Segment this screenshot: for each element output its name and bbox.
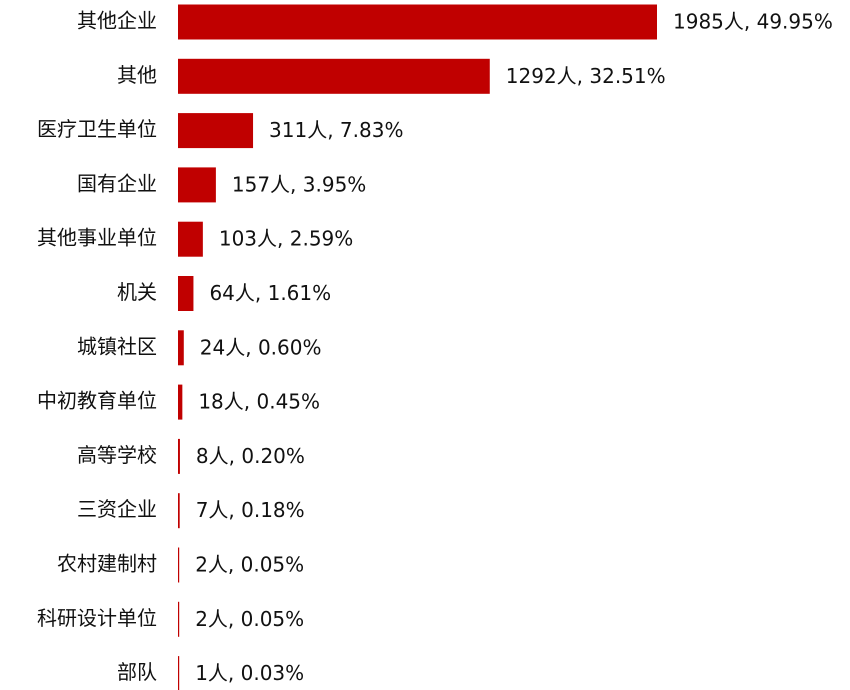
bar [178, 276, 194, 311]
value-label: 2人, 0.05% [195, 553, 304, 577]
category-label: 部队 [117, 660, 157, 684]
bar [178, 656, 180, 690]
bar [178, 58, 490, 94]
bar [178, 601, 180, 637]
category-label: 城镇社区 [77, 334, 157, 358]
value-label: 1人, 0.03% [195, 661, 304, 685]
value-label: 24人, 0.60% [200, 335, 322, 359]
value-label: 64人, 1.61% [209, 281, 331, 305]
category-label: 其他 [117, 63, 157, 87]
bar [178, 167, 216, 203]
value-label: 157人, 3.95% [232, 172, 366, 196]
bar [178, 4, 657, 40]
category-label: 三资企业 [77, 497, 157, 521]
category-label: 其他企业 [77, 9, 157, 33]
value-label: 1985人, 49.95% [673, 10, 833, 34]
bar [178, 493, 180, 529]
value-label: 7人, 0.18% [196, 498, 305, 522]
bar [178, 113, 254, 149]
value-label: 18人, 0.45% [198, 390, 320, 414]
category-label: 其他事业单位 [37, 226, 157, 250]
bar [178, 438, 180, 474]
category-label: 高等学校 [77, 443, 157, 467]
value-label: 1292人, 32.51% [506, 64, 666, 88]
bar [178, 384, 183, 420]
category-label: 科研设计单位 [37, 606, 157, 630]
category-label: 医疗卫生单位 [37, 117, 157, 141]
value-label: 311人, 7.83% [269, 118, 403, 142]
category-label: 中初教育单位 [37, 389, 157, 413]
category-label: 农村建制村 [57, 552, 157, 576]
bar [178, 221, 203, 257]
category-label: 国有企业 [77, 171, 157, 195]
value-label: 8人, 0.20% [196, 444, 305, 468]
bar [178, 330, 184, 366]
value-label: 2人, 0.05% [195, 607, 304, 631]
bar [178, 547, 180, 583]
category-label: 机关 [117, 280, 157, 304]
value-label: 103人, 2.59% [219, 227, 353, 251]
